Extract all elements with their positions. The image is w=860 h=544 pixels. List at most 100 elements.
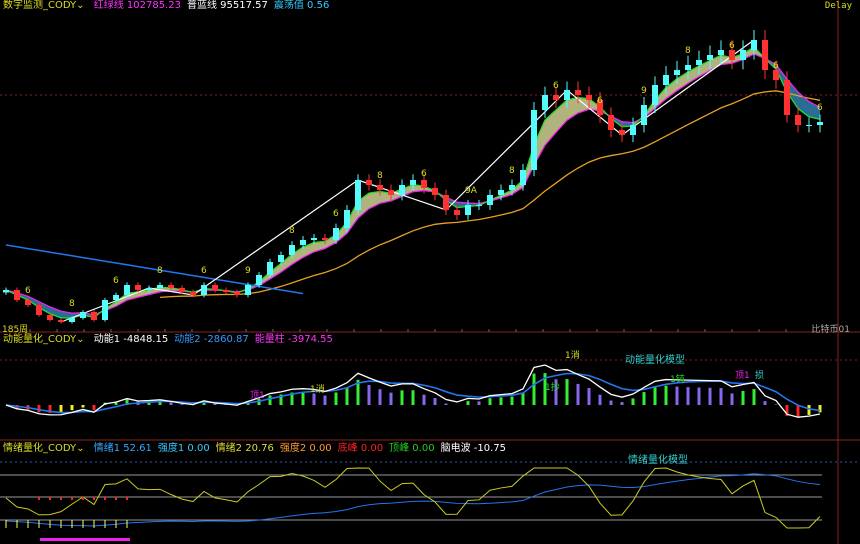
symbol-label: 比特币01 <box>811 325 850 335</box>
candle-down <box>608 115 614 130</box>
chevron-down-icon[interactable]: ⌄ <box>76 0 85 11</box>
readout-5: 顶峰 0.00 <box>389 443 435 454</box>
candle-up <box>399 185 405 195</box>
candle-down <box>597 100 603 115</box>
candle-up <box>509 185 515 190</box>
candle-up <box>245 284 251 295</box>
candle-up <box>740 50 746 60</box>
candle-up <box>707 55 713 60</box>
candle-down <box>553 95 559 100</box>
emotion-base-bar <box>40 538 130 541</box>
signal-label: 8 <box>685 46 691 56</box>
momentum-annotation: 1消 <box>310 383 325 395</box>
ribbon-segment <box>270 263 281 279</box>
candle-up <box>69 317 75 322</box>
candle-down <box>47 314 53 321</box>
candle-down <box>366 179 372 186</box>
ribbon-segment <box>292 247 303 265</box>
candle-down <box>179 287 185 292</box>
candle-up <box>289 245 295 255</box>
ma-mid-line <box>5 53 821 316</box>
candle-down <box>36 305 42 315</box>
signal-label: 6 <box>421 169 427 179</box>
candle-up <box>652 85 658 105</box>
momentum-annotation: 1抄 <box>545 381 560 393</box>
signal-label: 8 <box>377 171 383 181</box>
ribbon-segment <box>688 65 699 84</box>
readout-1: 强度1 0.00 <box>157 443 210 454</box>
momentum-annotation: 顶1 <box>735 370 750 381</box>
candle-down <box>135 284 141 291</box>
candle-down <box>729 50 735 60</box>
candle-down <box>388 190 394 195</box>
candle-up <box>278 254 284 262</box>
ma-long-line <box>5 244 304 295</box>
chevron-down-icon[interactable]: ⌄ <box>76 443 85 454</box>
ribbon-segment <box>666 78 677 99</box>
signal-label: 8 <box>509 166 515 176</box>
emotion-line-2 <box>5 467 821 529</box>
candle-down <box>586 95 592 100</box>
candle-down <box>773 70 779 81</box>
candle-up <box>355 179 361 210</box>
signal-label: 6 <box>333 209 339 219</box>
ribbon-segment <box>50 306 61 318</box>
main-indicator-name[interactable]: 数字监测_CODY⌄ <box>3 0 85 11</box>
chevron-down-icon[interactable]: ⌄ <box>76 334 85 345</box>
candle-down <box>619 130 625 135</box>
candle-down <box>212 284 218 291</box>
candle-up <box>751 40 757 51</box>
momentum-indicator-name[interactable]: 动能量化_CODY⌄ <box>3 334 85 345</box>
candle-down <box>234 292 240 295</box>
candle-down <box>443 194 449 210</box>
candle-up <box>696 59 702 66</box>
candle-down <box>190 292 196 295</box>
momentum-annotation: 顶1 <box>250 390 265 401</box>
ribbon-segment <box>28 296 39 308</box>
readout-0: 情绪1 52.61 <box>93 443 152 454</box>
momentum-annotation: 损 <box>755 369 764 381</box>
readout-3: 强度2 0.00 <box>279 443 332 454</box>
signal-label: 6 <box>25 286 31 296</box>
candle-down <box>421 179 427 189</box>
candle-up <box>157 284 163 288</box>
candle-down <box>454 209 460 216</box>
candle-up <box>300 239 306 246</box>
readout-6: 脑电波 -10.75 <box>440 443 506 454</box>
readout-2: 情绪2 20.76 <box>215 443 274 454</box>
status-delay: Delay <box>824 1 852 11</box>
readout-0: 红绿线 102785.23 <box>93 0 181 11</box>
candle-down <box>58 320 64 322</box>
candle-up <box>531 110 537 171</box>
candle-down <box>762 40 768 70</box>
momentum-line-1 <box>5 364 821 418</box>
signal-label: 6 <box>729 41 735 51</box>
readout-2: 能量柱 -3974.55 <box>254 334 333 345</box>
candle-up <box>410 179 416 186</box>
ribbon-segment <box>798 92 809 117</box>
candle-up <box>674 70 680 75</box>
candle-down <box>432 188 438 195</box>
candle-up <box>124 284 130 295</box>
readout-2: 震荡值 0.56 <box>273 0 330 11</box>
signal-label: 8 <box>69 299 75 309</box>
emotion-header: 情绪量化_CODY⌄ 情绪1 52.61 强度1 0.00 情绪2 20.76 强度2… <box>3 443 518 455</box>
candle-up <box>201 284 207 295</box>
signal-label: 6 <box>113 276 119 286</box>
candle-down <box>91 311 97 321</box>
candle-up <box>146 287 152 291</box>
emotion-indicator-name[interactable]: 情绪量化_CODY⌄ <box>3 443 85 454</box>
ribbon-segment <box>710 55 721 71</box>
ribbon-segment <box>699 60 710 77</box>
candle-up <box>344 209 350 228</box>
ribbon-segment <box>39 301 50 314</box>
signal-label: 8 <box>157 266 163 276</box>
zigzag-line <box>60 39 755 323</box>
readout-1: 动能2 -2860.87 <box>174 334 249 345</box>
candle-down <box>784 80 790 115</box>
candle-down <box>14 290 20 300</box>
candle-up <box>476 205 482 206</box>
candle-up <box>487 194 493 205</box>
period-label: 185周 <box>2 325 29 335</box>
